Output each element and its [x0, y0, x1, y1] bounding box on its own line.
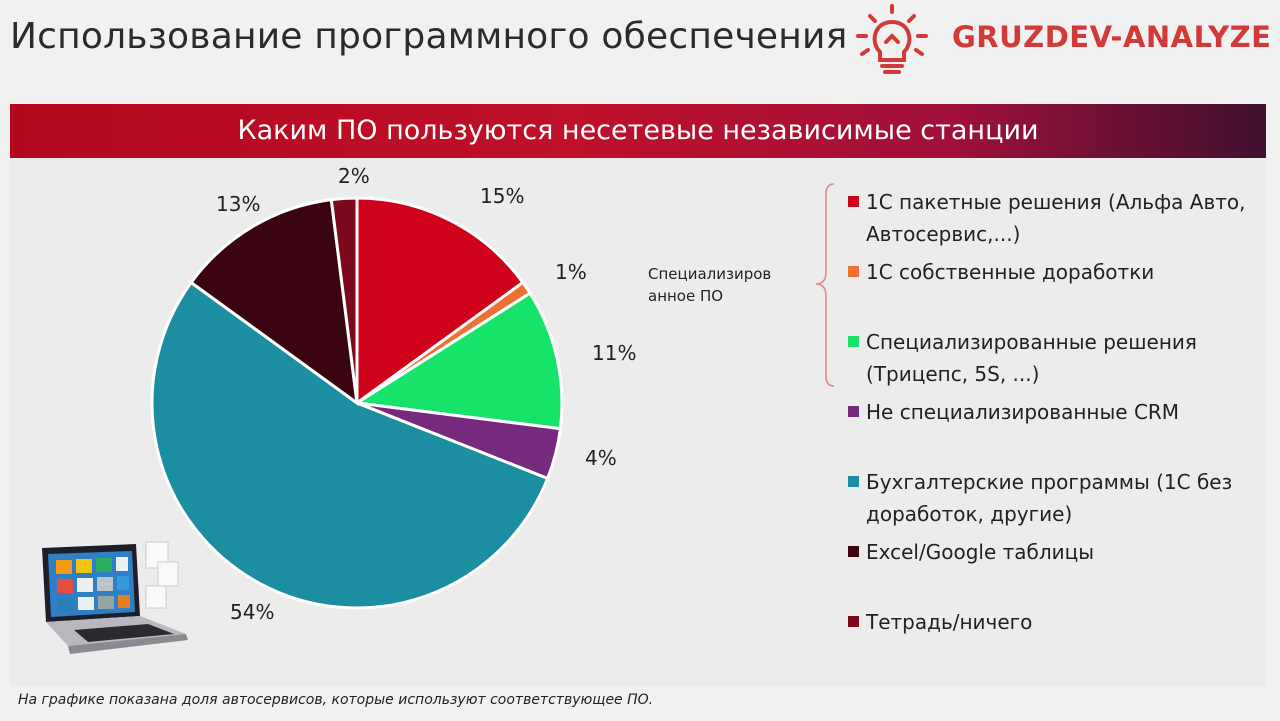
pie-label-3: 11% — [592, 341, 637, 365]
slide-title: Использование программного обеспечения — [10, 16, 848, 57]
lightbulb-icon — [856, 4, 928, 74]
group-bracket — [815, 183, 835, 387]
legend-label: 1С пакетные решения (Альфа Авто, Автосер… — [866, 190, 1246, 246]
chart-banner: Каким ПО пользуются несетевые независимы… — [10, 104, 1266, 158]
legend-swatch — [848, 616, 859, 627]
pie-slice-5 — [150, 280, 550, 610]
pie-label-2: 1% — [555, 260, 587, 284]
pie-label-1: 15% — [480, 184, 525, 208]
pie-slice-6 — [189, 197, 359, 407]
footnote: На графике показана доля автосервисов, к… — [18, 692, 654, 708]
legend-label: Excel/Google таблицы — [866, 540, 1095, 564]
legend-swatch — [848, 196, 859, 207]
legend-swatch — [848, 336, 859, 347]
legend-swatch — [848, 266, 859, 277]
legend-label: Тетрадь/ничего — [866, 610, 1033, 634]
brand-name: GRUZDEV-ANALYZE — [952, 20, 1272, 54]
legend-label: Специализированные решения (Трицепс, 5S,… — [866, 330, 1197, 386]
pie-slice-3 — [352, 291, 564, 431]
pie-slice-1 — [355, 196, 525, 406]
legend-swatch — [848, 476, 859, 487]
laptop-illustration — [42, 541, 188, 654]
pie-label-4: 4% — [585, 446, 617, 470]
pie-label-5: 54% — [230, 600, 275, 624]
pie-slice-7 — [329, 196, 359, 404]
group-label: Специализиров анное ПО — [648, 265, 772, 305]
legend-swatch — [848, 546, 859, 557]
legend-label: Не специализированные CRM — [866, 400, 1180, 424]
pie-label-7: 2% — [338, 164, 370, 188]
pie-label-6: 13% — [216, 192, 261, 216]
legend-label: Бухгалтерские программы (1С без доработо… — [866, 470, 1233, 526]
brand-logo: GRUZDEV-ANALYZE — [848, 0, 1278, 78]
chart-title: Каким ПО пользуются несетевые независимы… — [237, 115, 1039, 146]
legend-swatch — [848, 406, 859, 417]
legend-label: 1С собственные доработки — [866, 260, 1155, 284]
